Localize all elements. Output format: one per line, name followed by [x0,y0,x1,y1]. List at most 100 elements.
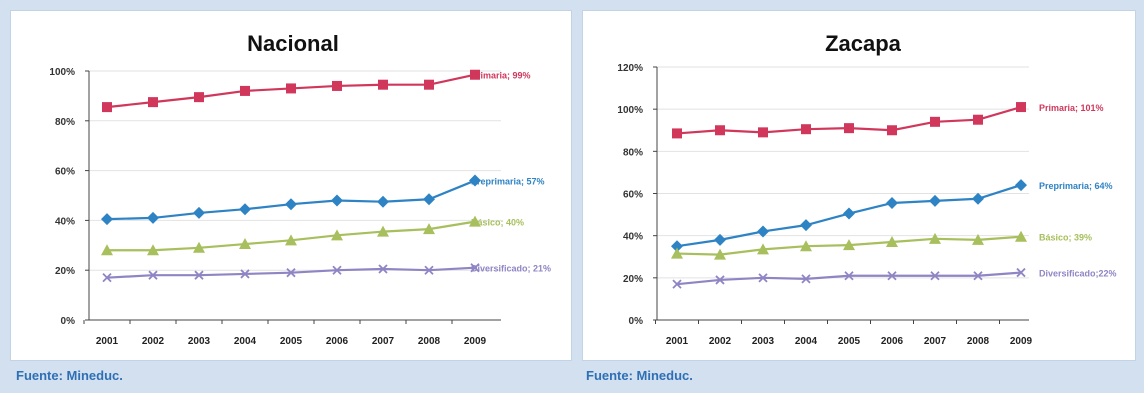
x-tick-label: 2006 [326,336,349,347]
data-point [886,235,898,247]
data-point [148,97,158,108]
data-point [972,192,984,205]
data-point [843,207,855,220]
data-point [194,270,204,280]
data-point [800,219,812,232]
data-point [672,279,682,289]
data-point [102,273,112,283]
data-point [286,268,296,278]
chart-title: Nacional [247,31,339,56]
data-point [378,264,388,274]
data-point [801,124,811,135]
data-point [973,271,983,281]
data-point [1015,230,1027,242]
data-point [1015,179,1027,192]
chart-title: Zacapa [825,31,902,56]
data-point [239,203,251,216]
source-note-left: Fuente: Mineduc. [16,368,123,383]
data-point [378,79,388,90]
series-end-label: Básico; 40% [471,218,524,228]
x-tick-label: 2009 [464,336,487,347]
y-tick-label: 40% [55,216,75,227]
data-point [423,193,435,206]
y-tick-label: 100% [49,67,75,78]
data-point [887,271,897,281]
x-tick-label: 2007 [372,336,395,347]
x-tick-label: 2008 [418,336,441,347]
x-tick-label: 2005 [280,336,303,347]
data-point [801,274,811,284]
data-point [470,263,480,273]
data-point [930,271,940,281]
data-point [973,114,983,125]
data-point [757,225,769,238]
x-tick-label: 2008 [967,336,990,347]
y-tick-label: 0% [629,316,644,327]
data-point [285,198,297,211]
x-tick-label: 2002 [709,336,732,347]
data-point [332,80,342,91]
data-point [929,232,941,244]
data-point [286,83,296,94]
data-point [843,239,855,251]
y-tick-label: 120% [617,63,643,74]
data-point [714,248,726,260]
data-point [1016,267,1026,278]
data-point [715,125,725,136]
line-chart-nacional: Nacional 0% 20% 40% 60% 80% 100% 2001 2002 2003 20… [49,31,551,347]
data-point [147,211,159,224]
x-tick-label: 2001 [666,336,689,347]
y-tick-label: 0% [61,316,76,327]
y-tick-label: 100% [617,105,643,116]
data-point [714,233,726,246]
data-point [715,275,725,285]
data-point [102,102,112,113]
y-tick-label: 20% [623,274,643,285]
data-point [240,269,250,279]
data-point [424,79,434,90]
y-tick-label: 60% [623,190,643,201]
data-point [101,213,113,226]
data-point [377,225,389,237]
data-point [148,270,158,280]
data-point [1016,102,1026,113]
data-point [193,206,205,219]
y-tick-label: 80% [55,117,75,128]
chart-panel-zacapa: Zacapa 0% 20% 40% 60% 80% 100% 120% 2001 2002 2003… [582,10,1136,361]
data-point [101,244,113,256]
data-point [424,265,434,275]
x-tick-label: 2009 [1010,336,1033,347]
series-end-label: Preprimaria; 57% [471,177,545,187]
series-end-label: Diversificado;22% [1039,269,1117,279]
data-point [671,247,683,259]
y-tick-label: 40% [623,232,643,243]
data-point [423,223,435,235]
x-tick-label: 2007 [924,336,947,347]
x-tick-label: 2004 [234,336,257,347]
data-point [147,244,159,256]
data-point [469,215,481,227]
x-tick-label: 2001 [96,336,119,347]
data-point [331,229,343,241]
series-end-label: Básico; 39% [1039,233,1092,243]
y-tick-label: 80% [623,147,643,158]
source-note-right: Fuente: Mineduc. [586,368,693,383]
y-tick-label: 20% [55,266,75,277]
x-tick-label: 2003 [752,336,775,347]
data-point [972,233,984,245]
data-point [929,194,941,207]
data-point [758,127,768,138]
data-point [886,196,898,209]
x-tick-label: 2004 [795,336,818,347]
data-point [285,234,297,246]
x-tick-label: 2003 [188,336,211,347]
data-point [757,243,769,255]
x-tick-label: 2005 [838,336,861,347]
data-point [930,116,940,127]
chart-panel-nacional: Nacional 0% 20% 40% 60% 80% 100% 2001 2002 2003 20… [10,10,572,361]
x-tick-label: 2002 [142,336,165,347]
data-point [240,85,250,96]
data-point [239,238,251,250]
series-line [676,271,1022,286]
data-point [887,125,897,136]
